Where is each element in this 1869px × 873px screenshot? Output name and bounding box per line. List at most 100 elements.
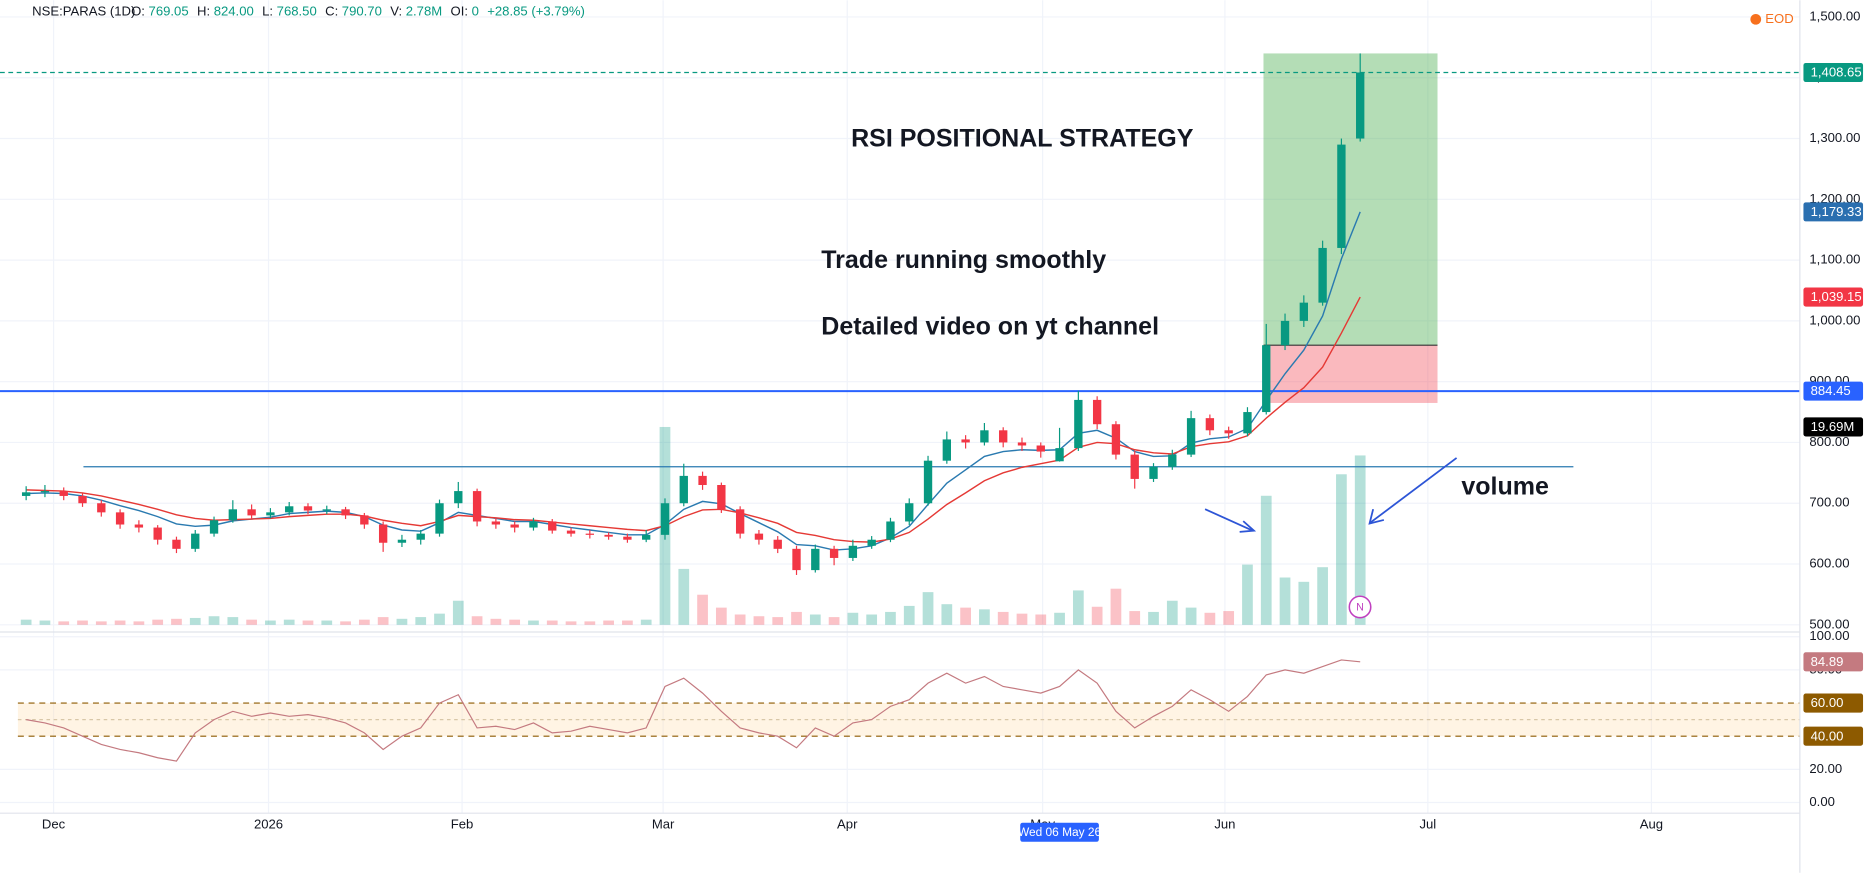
badge-label: 84.89 (1811, 654, 1844, 669)
legend-label: C: (325, 4, 338, 19)
candle-body (510, 524, 519, 528)
candle-body (322, 509, 331, 511)
badge-box (1803, 652, 1864, 672)
x-tick-label: Mar (652, 817, 675, 832)
arrow-head (1368, 508, 1385, 525)
badge-label: 884.45 (1811, 383, 1851, 398)
candles (21, 53, 1365, 575)
badge-box (1803, 381, 1864, 401)
volume-bar (546, 620, 558, 625)
candle-body (529, 521, 538, 528)
volume-bar (1129, 611, 1141, 625)
volume-bar (753, 616, 765, 625)
volume-bar (715, 607, 727, 625)
badge-box (1803, 693, 1864, 713)
rsi-tick-label: 20.00 (1809, 761, 1842, 776)
badge-label: 1,039.15 (1811, 289, 1862, 304)
badge-box (1803, 417, 1864, 437)
volume-bar (1242, 564, 1253, 625)
candle-body (115, 512, 125, 525)
x-tick-label: Jul (1419, 817, 1436, 832)
volume-bar (847, 612, 859, 625)
candle-body (1092, 399, 1102, 425)
candle-body (59, 491, 68, 496)
candle-body (923, 460, 933, 504)
eod-label[interactable]: EOD (1765, 11, 1793, 26)
volume-bar (358, 619, 370, 625)
candle-body (1224, 430, 1233, 434)
x-tick-label: Jun (1214, 817, 1235, 832)
candle-body (97, 503, 106, 513)
candle-body (397, 539, 407, 543)
candle-body (961, 439, 970, 443)
y-tick-label: 500.00 (1809, 616, 1849, 631)
candle-body (472, 491, 482, 522)
price-badge: 884.45 (1803, 381, 1864, 401)
annotation: Detailed video on yt channel (821, 313, 1159, 341)
arrows (1204, 457, 1458, 533)
eod-dot (1750, 13, 1762, 25)
candle-body (416, 533, 425, 540)
candle-body (1036, 445, 1045, 452)
candle-body (604, 534, 613, 537)
candle-body (1130, 454, 1139, 479)
grid (0, 0, 1800, 814)
legend-value: 790.70 (342, 4, 382, 19)
volume-bar (133, 621, 145, 625)
candle-body (360, 515, 369, 525)
volume-bar (960, 607, 971, 625)
volume-bar (509, 619, 521, 625)
ema-line (26, 296, 1361, 543)
legend-value: 0 (472, 4, 479, 19)
candle-body (642, 534, 651, 540)
symbol-title: NSE:PARAS (1D) (32, 4, 135, 19)
news-icon[interactable] (1348, 595, 1372, 619)
price-badge: 1,408.65 (1803, 62, 1864, 83)
volume-bar (1054, 612, 1065, 625)
candle-body (585, 533, 595, 535)
candle-body (21, 492, 31, 496)
x-tick-label: Apr (837, 817, 858, 832)
annotation: Trade running smoothly (821, 246, 1106, 274)
volume-bar (246, 619, 257, 625)
volume-bar (979, 609, 990, 625)
stop-zone (1263, 345, 1438, 403)
rsi-tick-label: 100.00 (1809, 628, 1849, 643)
volume-bar (885, 611, 896, 625)
candle-body (78, 495, 87, 504)
candle-body (980, 430, 989, 443)
arrow (1370, 457, 1458, 524)
candle-body (660, 503, 670, 535)
legend-label: V: (390, 4, 402, 19)
volume-bar (114, 620, 126, 625)
volume-bar (415, 617, 427, 625)
candle-body (792, 548, 801, 571)
y-tick-label: 700.00 (1809, 495, 1849, 510)
rsi-line (26, 659, 1361, 762)
volume-bar (603, 620, 614, 625)
x-tick-label: Dec (42, 817, 66, 832)
badge-label: 60.00 (1811, 695, 1844, 710)
candle-body (1299, 302, 1308, 321)
volume-bar (565, 621, 577, 625)
volume-bar (1260, 495, 1272, 625)
badge-box (1803, 726, 1864, 746)
volume-bar (490, 618, 502, 625)
volume-bar (434, 613, 445, 625)
price-badge: 19.69M (1803, 417, 1864, 437)
volume-bar (678, 568, 690, 625)
candle-body (848, 545, 858, 558)
y-tick-label: 1,200.00 (1809, 191, 1860, 206)
volume-bar (1298, 581, 1310, 625)
volume-bar (1185, 607, 1197, 625)
badge-label: 19.69M (1811, 419, 1855, 434)
candle-body (247, 509, 256, 516)
candle-body (435, 503, 444, 534)
volume-bar (1354, 455, 1366, 625)
candle-body (999, 430, 1008, 443)
y-tick-label: 1,300.00 (1809, 130, 1860, 145)
volume-bar (452, 600, 464, 625)
annotation: RSI POSITIONAL STRATEGY (851, 124, 1194, 152)
volume-bar (866, 614, 878, 625)
